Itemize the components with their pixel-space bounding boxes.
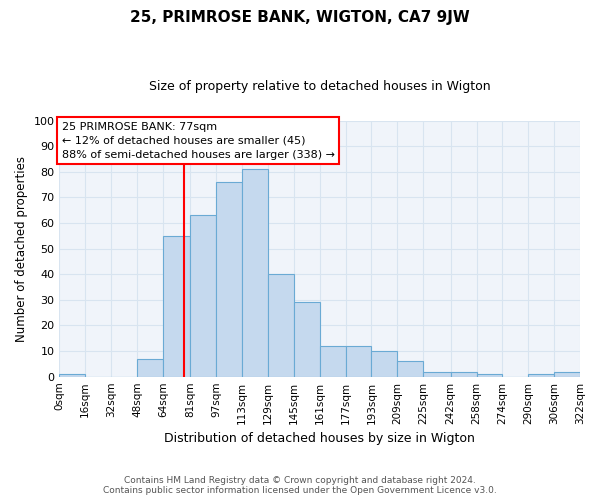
Bar — [294, 302, 320, 376]
Bar — [190, 216, 216, 376]
Y-axis label: Number of detached properties: Number of detached properties — [15, 156, 28, 342]
Bar — [137, 359, 163, 376]
Bar — [346, 346, 371, 376]
Bar — [476, 374, 502, 376]
Bar — [216, 182, 242, 376]
Bar — [242, 169, 268, 376]
Bar — [320, 346, 346, 376]
Text: Contains HM Land Registry data © Crown copyright and database right 2024.
Contai: Contains HM Land Registry data © Crown c… — [103, 476, 497, 495]
Bar — [268, 274, 294, 376]
Bar — [163, 236, 190, 376]
Bar — [451, 372, 476, 376]
Bar — [59, 374, 85, 376]
Text: 25, PRIMROSE BANK, WIGTON, CA7 9JW: 25, PRIMROSE BANK, WIGTON, CA7 9JW — [130, 10, 470, 25]
Bar — [423, 372, 451, 376]
Title: Size of property relative to detached houses in Wigton: Size of property relative to detached ho… — [149, 80, 491, 93]
Bar — [397, 362, 423, 376]
Bar — [371, 351, 397, 376]
X-axis label: Distribution of detached houses by size in Wigton: Distribution of detached houses by size … — [164, 432, 475, 445]
Text: 25 PRIMROSE BANK: 77sqm
← 12% of detached houses are smaller (45)
88% of semi-de: 25 PRIMROSE BANK: 77sqm ← 12% of detache… — [62, 122, 335, 160]
Bar — [554, 372, 580, 376]
Bar — [528, 374, 554, 376]
